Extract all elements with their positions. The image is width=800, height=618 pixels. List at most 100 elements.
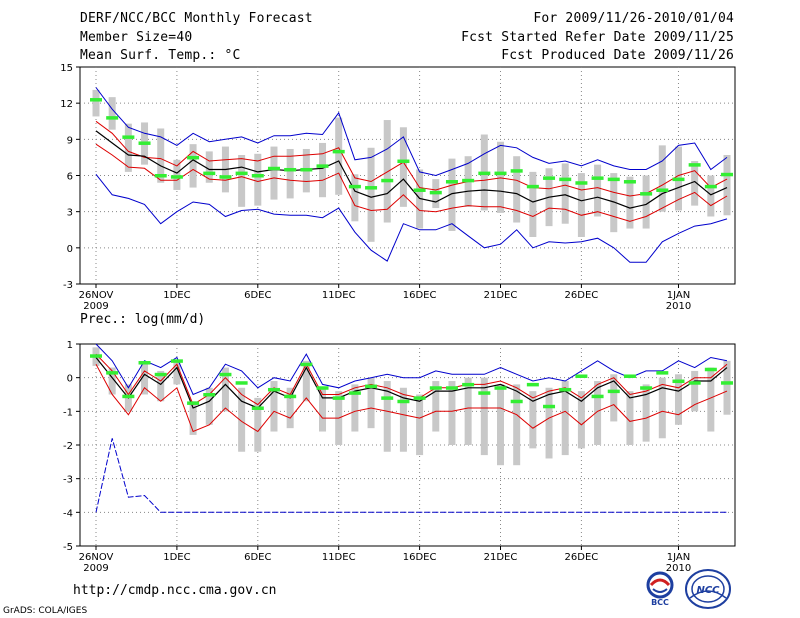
chart-title: DERF/NCC/BCC Monthly Forecast bbox=[80, 11, 313, 26]
prec-marker bbox=[445, 386, 458, 390]
prec-spread-box bbox=[141, 364, 149, 395]
prec-marker bbox=[267, 387, 280, 392]
prec-spread-box bbox=[221, 367, 229, 412]
temp-spread-box bbox=[723, 155, 731, 216]
prec-marker bbox=[721, 381, 734, 385]
temp-line-p10 bbox=[95, 143, 728, 222]
prec-spread-box bbox=[108, 367, 116, 395]
prec-marker bbox=[462, 382, 475, 387]
temp-marker bbox=[138, 141, 151, 145]
temp-marker bbox=[413, 188, 426, 192]
prec-marker bbox=[284, 394, 297, 399]
prec-marker bbox=[704, 367, 717, 372]
prec-ytick-label: -5 bbox=[63, 542, 73, 553]
prec-spread-box bbox=[270, 381, 278, 432]
temp-spread-box bbox=[367, 147, 375, 242]
prec-spread-box bbox=[577, 391, 585, 449]
ncc-logo-text: NCC bbox=[696, 585, 720, 596]
temp-marker bbox=[332, 149, 345, 154]
temp-marker bbox=[559, 177, 572, 182]
temp-marker bbox=[462, 178, 475, 183]
prec-spread-box bbox=[302, 360, 310, 402]
prec-spread-box bbox=[658, 377, 666, 439]
temp-marker bbox=[543, 176, 556, 180]
temp-spread-box bbox=[124, 123, 132, 172]
bcc-logo-text: BCC bbox=[651, 598, 669, 607]
temp-spread-box bbox=[286, 148, 294, 199]
prec-spread-box bbox=[319, 387, 327, 432]
temp-spread-box bbox=[497, 141, 504, 213]
prec-spread-box bbox=[707, 367, 715, 432]
temp-line-mean bbox=[95, 130, 728, 209]
temp-xtick-label: 1DEC bbox=[163, 290, 190, 301]
prec-ytick-label: -3 bbox=[63, 475, 73, 486]
temp-marker bbox=[170, 175, 183, 179]
prec-marker bbox=[413, 396, 426, 400]
temp-marker bbox=[591, 176, 604, 180]
prec-spread-box bbox=[173, 360, 181, 385]
temp-xtick-label: 16DEC bbox=[403, 290, 437, 301]
temp-ytick-label: 0 bbox=[67, 244, 73, 255]
prec-marker bbox=[106, 371, 119, 375]
prec-marker bbox=[365, 384, 378, 389]
prec-xtick-label: 1JAN bbox=[667, 552, 690, 563]
prec-marker bbox=[381, 396, 394, 400]
temp-spread-box bbox=[108, 97, 116, 130]
temp-spread-box bbox=[319, 142, 327, 198]
temp-spread-box bbox=[189, 144, 197, 188]
temp-marker bbox=[365, 186, 378, 190]
prec-marker bbox=[656, 371, 669, 375]
prec-marker bbox=[300, 362, 313, 367]
temp-marker bbox=[478, 171, 491, 176]
temp-marker bbox=[219, 175, 232, 179]
temp-marker bbox=[154, 174, 167, 178]
prec-spread-box bbox=[432, 381, 440, 432]
temp-marker bbox=[640, 192, 653, 196]
temp-spread-box bbox=[335, 117, 343, 195]
temp-spread-box bbox=[205, 151, 213, 183]
prec-spread-box bbox=[642, 384, 650, 442]
source-url[interactable]: http://cmdp.ncc.cma.gov.cn bbox=[73, 583, 277, 598]
temp-spread-box bbox=[626, 176, 634, 229]
temp-marker bbox=[251, 174, 264, 178]
prec-marker bbox=[154, 372, 167, 377]
prec-marker bbox=[526, 382, 539, 387]
temp-marker bbox=[429, 190, 442, 195]
prec-xtick-label: 26NOV bbox=[79, 552, 114, 563]
prec-ytick-label: 1 bbox=[67, 340, 73, 351]
temp-spread-box bbox=[383, 120, 391, 223]
temp-spread-box bbox=[594, 164, 602, 217]
prec-line-max bbox=[95, 343, 728, 396]
temp-xtick-label: 11DEC bbox=[322, 290, 356, 301]
prec-line-p90 bbox=[95, 353, 728, 406]
temp-marker bbox=[122, 135, 135, 139]
prec-spread-box bbox=[497, 384, 504, 466]
temp-marker bbox=[526, 184, 539, 189]
prec-spread-box bbox=[351, 384, 359, 432]
prec-marker bbox=[559, 387, 572, 392]
prec-marker bbox=[170, 359, 183, 363]
grads-credit: GrADS: COLA/IGES bbox=[3, 606, 88, 616]
temp-marker bbox=[607, 177, 620, 182]
temp-marker bbox=[348, 184, 361, 189]
prec-ytick-label: -1 bbox=[63, 407, 73, 418]
temp-spread-box bbox=[157, 128, 165, 183]
temp-marker bbox=[672, 177, 685, 182]
temp-line-max bbox=[95, 87, 728, 177]
prec-spread-box bbox=[205, 387, 213, 425]
prec-marker bbox=[591, 394, 604, 399]
prec-xtick-label: 16DEC bbox=[403, 552, 437, 563]
prec-marker bbox=[478, 391, 491, 395]
prec-spread-box bbox=[545, 387, 553, 459]
prec-spread-box bbox=[626, 391, 634, 445]
prec-marker bbox=[235, 381, 248, 385]
prec-xtick-label: 21DEC bbox=[484, 552, 518, 563]
temp-ytick-label: 3 bbox=[67, 208, 73, 219]
temp-marker bbox=[575, 181, 588, 185]
temp-spread-box bbox=[529, 171, 537, 237]
temp-xtick-label: 21DEC bbox=[484, 290, 518, 301]
prec-spread-box bbox=[529, 391, 537, 449]
temp-marker bbox=[721, 172, 734, 177]
bcc-logo: BCC bbox=[646, 571, 674, 607]
